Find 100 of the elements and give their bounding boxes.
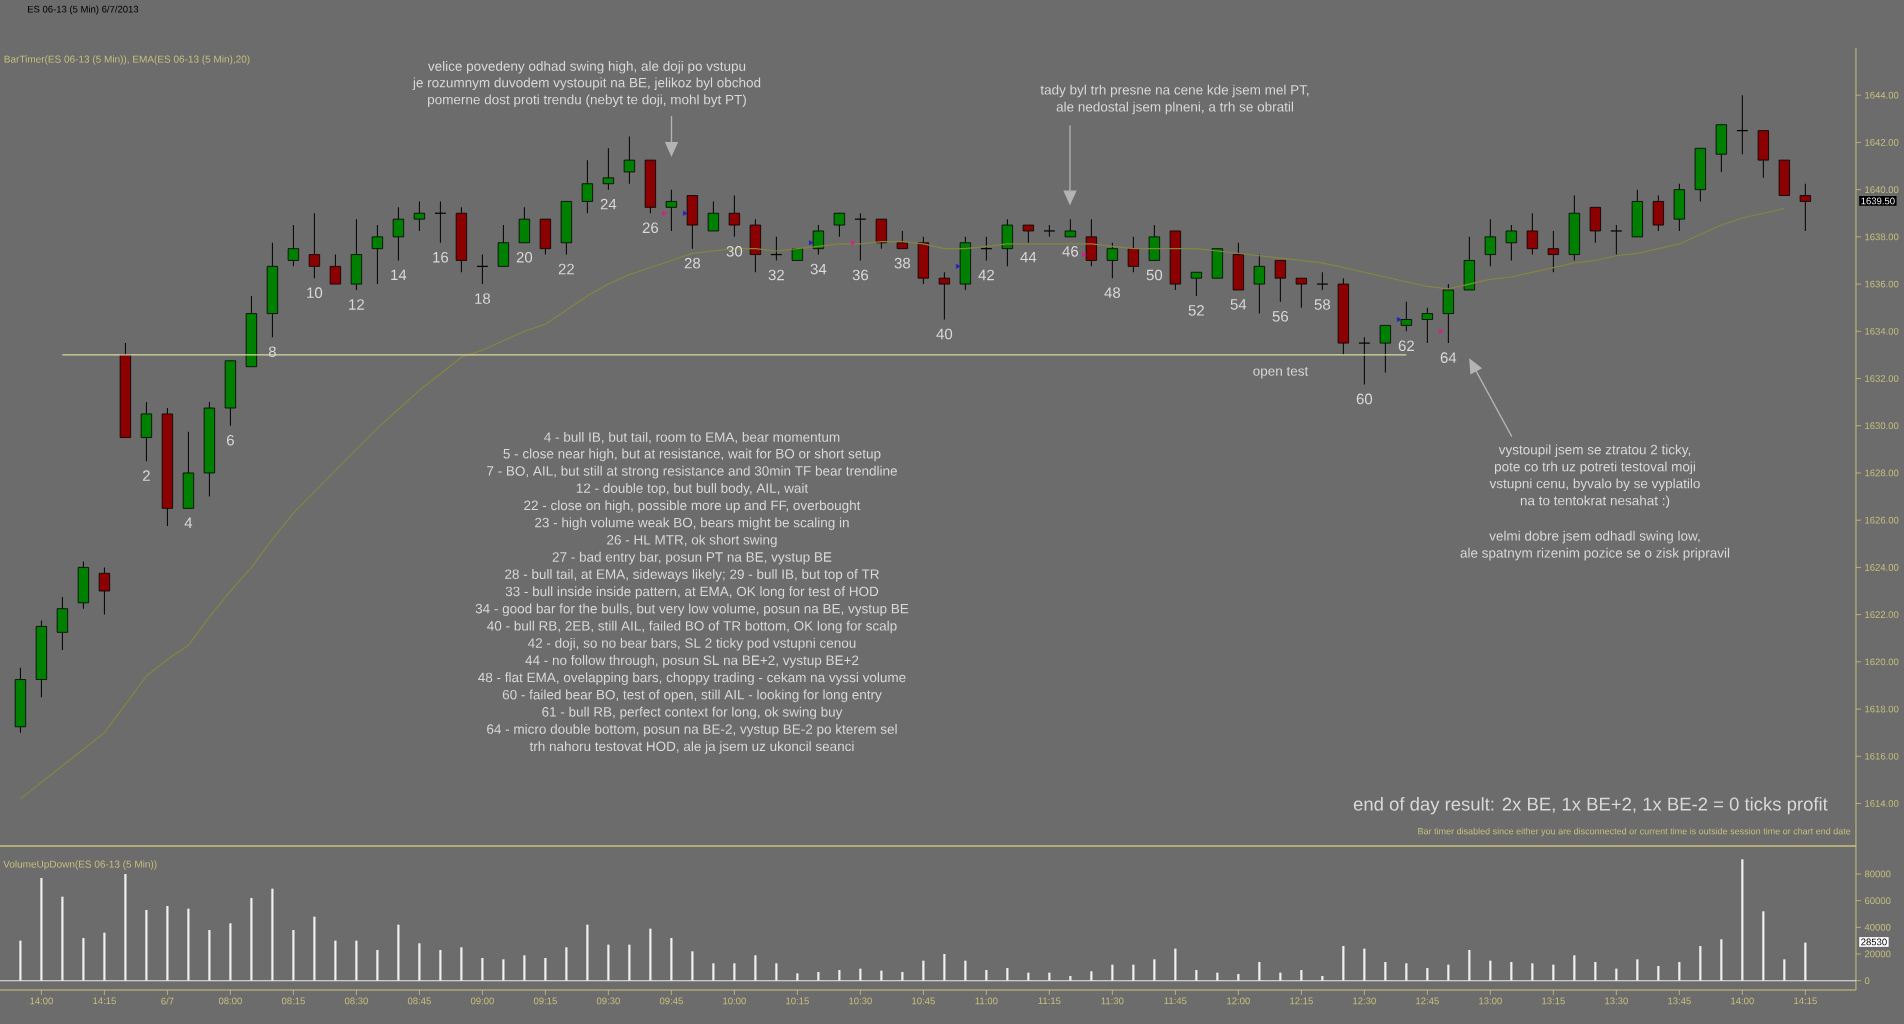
y-tick-label: 60000: [1864, 897, 1891, 905]
y-tick-label: 1616.00: [1865, 752, 1899, 760]
candlestick: [1421, 307, 1433, 344]
text: 58: [1314, 299, 1331, 310]
x-tick-label: 11:30: [1101, 997, 1124, 1005]
chart-title: ES 06-13 (5 Min) 6/7/2013: [27, 5, 139, 15]
candlestick: [728, 195, 741, 238]
candlestick: [875, 218, 888, 250]
x-tick-label: 14:15: [93, 997, 116, 1005]
y-tick-label: 1618.00: [1865, 705, 1899, 713]
annotation: 4 - bull IB, but tail, room to EMA, bear momentum: [544, 431, 840, 444]
text: VolumeUpDown(ES 06-13 (5 Min)): [3, 860, 157, 870]
text: 38: [894, 257, 911, 269]
y-tick-label: 80000: [1864, 870, 1891, 878]
x-tick-label: 6/7: [161, 997, 174, 1005]
candlestick: [1610, 224, 1623, 256]
candlestick: [623, 136, 636, 185]
candlestick: [1505, 224, 1517, 261]
point: [956, 263, 961, 269]
candlestick: [1547, 230, 1559, 273]
x-tick-label: 09:45: [659, 997, 683, 1005]
y-tick-label: 20000: [1864, 950, 1891, 958]
text: 56: [1272, 310, 1289, 322]
candlestick: [392, 206, 405, 261]
annotation: vstupni cenu, byvalo by se vyplatilo: [1489, 478, 1700, 491]
y-tick-label: 1628.00: [1865, 469, 1899, 477]
text: 1639.50: [1861, 197, 1895, 205]
x-tick-label: 12:30: [1353, 997, 1376, 1005]
annotation: Bar timer disabled since either you are disconnected or current time is outside session time or chart end date: [1418, 827, 1851, 837]
annotation: open test: [1253, 366, 1309, 379]
text: 64: [1440, 352, 1457, 363]
text: 36: [852, 269, 869, 281]
candlestick: [581, 159, 594, 214]
text: 28: [684, 257, 701, 269]
text: 60: [1356, 393, 1373, 405]
x-tick-label: 13:15: [1542, 997, 1565, 1005]
text: 28530: [1861, 938, 1887, 946]
annotation: 7 - BO, AIL, but still at strong resistance and 30min TF bear trendline: [487, 465, 897, 479]
annotation: tady byl trh presne na cene kde jsem mel PT,: [1040, 84, 1309, 98]
candlestick: [1652, 195, 1664, 232]
point: [809, 240, 814, 246]
x-tick-label: 12:15: [1290, 997, 1313, 1005]
annotation: 12 - double top, but bull body, AIL, wait: [576, 483, 809, 496]
candlestick: [140, 401, 153, 462]
annotation: ale spatnym rizenim pozice se o zisk pripravil: [1460, 547, 1730, 561]
annotation: 61 - bull RB, perfect context for long, ok swing buy: [542, 706, 843, 720]
text: 26: [642, 222, 659, 234]
y-tick-label: 1620.00: [1865, 658, 1899, 666]
x-tick-label: 12:45: [1416, 997, 1439, 1005]
annotation: 33 - bull inside inside pattern, at EMA, OK long for test of HOD: [505, 586, 879, 599]
candlestick: [1295, 277, 1308, 309]
y-tick-label: 0: [1864, 977, 1870, 985]
point: [662, 210, 667, 216]
point: [851, 240, 856, 246]
y-tick-label: 1634.00: [1865, 327, 1899, 335]
x-tick-label: 14:00: [30, 997, 53, 1005]
text: 62: [1398, 340, 1414, 352]
x-tick-label: 11:15: [1038, 997, 1061, 1005]
candlestick: [329, 254, 342, 285]
annotation: 40 - bull RB, 2EB, still AIL, failed BO of TR bottom, OK long for scalp: [487, 620, 897, 634]
text: 22: [558, 263, 574, 275]
candlestick: [1274, 259, 1287, 303]
annotation: 60 - failed bear BO, test of open, still AIL - looking for long entry: [502, 689, 882, 703]
x-tick-label: 11:00: [975, 997, 998, 1005]
annotation: vystoupil jsem se ztratou 2 ticky,: [1498, 444, 1691, 458]
y-tick-label: 1630.00: [1865, 422, 1899, 430]
text: 18: [475, 293, 491, 304]
text: 30: [726, 246, 743, 257]
y-tick-label: 40000: [1864, 923, 1891, 931]
annotation: 34 - good bar for the bulls, but very low volume, posun na BE, vystup BE: [475, 603, 909, 617]
x-tick-label: 10:00: [723, 997, 746, 1005]
candlestick: [1526, 212, 1538, 256]
text: 16: [433, 251, 449, 263]
candlestick: [833, 212, 846, 238]
x-tick-label: 10:45: [912, 997, 935, 1005]
text: 10: [307, 287, 323, 298]
candlestick: [1106, 242, 1119, 279]
y-tick-label: 1626.00: [1865, 516, 1899, 524]
annotation: end of day result: 2x BE, 1x BE+2, 1x BE-2 = 0 ticks profit: [1353, 797, 1828, 815]
annotation: 26 - HL MTR, ok short swing: [607, 534, 777, 548]
annotation: 48 - flat EMA, ovelapping bars, choppy trading - cekam na vyssi volume: [478, 672, 906, 685]
x-tick-label: 08:00: [218, 997, 242, 1005]
x-tick-label: 09:30: [596, 997, 620, 1005]
candlestick: [1127, 236, 1140, 273]
candlestick: [1589, 206, 1601, 244]
x-tick-label: 10:30: [849, 997, 872, 1005]
text: 12: [349, 299, 364, 310]
text: 54: [1230, 299, 1247, 310]
x-tick-label: 13:30: [1605, 997, 1628, 1005]
x-tick-label: 08:30: [344, 997, 368, 1005]
text: 50: [1146, 269, 1163, 281]
annotation: velmi dobre jsem odhadl swing low,: [1489, 530, 1700, 544]
annotation: 5 - close near high, but at resistance, wait for BO or short setup: [503, 448, 881, 462]
annotation: trh nahoru testovat HOD, ale ja jsem uz ukoncil seanci: [529, 741, 854, 754]
text: 40: [936, 328, 953, 340]
text: 42: [978, 269, 994, 281]
candlestick: [497, 224, 510, 267]
y-tick-label: 1632.00: [1865, 375, 1899, 382]
candlestick: [371, 224, 384, 285]
point: [1397, 317, 1402, 322]
